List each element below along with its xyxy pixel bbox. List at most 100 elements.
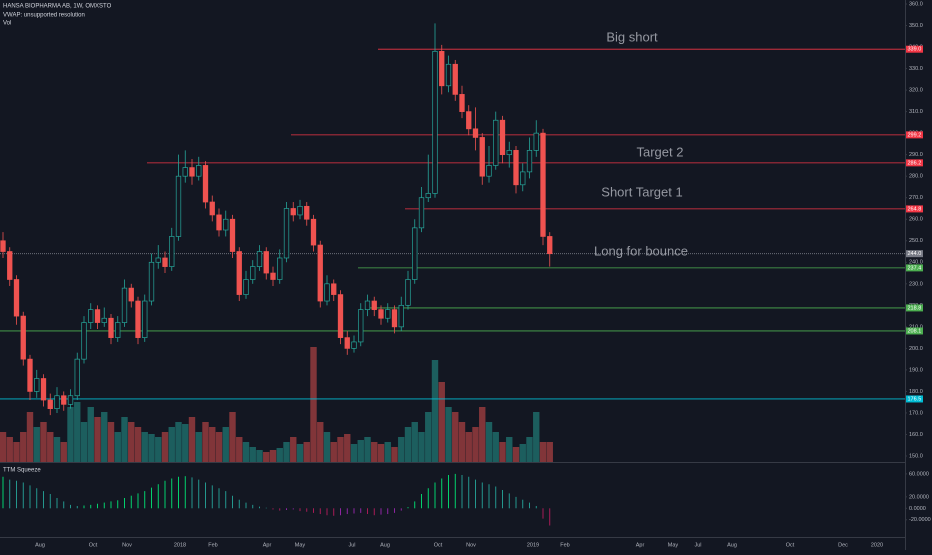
volume-bar (6, 437, 13, 462)
candle-body (236, 251, 242, 295)
volume-bar (209, 427, 216, 462)
volume-bar (263, 452, 270, 462)
level-tag (906, 304, 923, 312)
level-tag (906, 159, 923, 167)
volume-bar (492, 432, 499, 462)
volume-bar (26, 412, 34, 462)
volume-bar (114, 432, 121, 462)
volume-bar (465, 432, 472, 462)
volume-bar (128, 422, 135, 462)
candle-body (459, 94, 465, 112)
volume-bar (74, 402, 81, 462)
candle-body (398, 304, 404, 328)
volume-bar (526, 437, 533, 462)
candle-body (40, 378, 47, 401)
volume-bar (330, 442, 337, 462)
indicator-label: TTM Squeeze (3, 468, 41, 474)
volume-bar (546, 442, 553, 462)
volume-bar (377, 444, 385, 462)
candle-body (196, 165, 202, 177)
level-tag (906, 395, 923, 403)
volume-bar (249, 447, 256, 462)
candle-body (452, 63, 458, 95)
y-tick-label: 360.0 (909, 1, 923, 7)
volume-bar (485, 422, 493, 462)
x-tick-label: Feb (208, 542, 217, 548)
volume-bar (20, 432, 27, 462)
candle-body (439, 51, 445, 87)
volume-bar (512, 447, 520, 462)
candle-body (27, 358, 33, 392)
sq-tick-label: 60.0000 (909, 471, 929, 477)
volume-bar (47, 432, 54, 462)
y-tick-label: 290.0 (909, 152, 923, 158)
volume-bar (296, 444, 304, 462)
candle-body (54, 395, 60, 409)
candle-body (540, 132, 546, 237)
volume-bar (236, 437, 243, 462)
volume-bar (438, 382, 445, 462)
level-tag-label: 208.1 (908, 328, 922, 334)
candle-body (385, 309, 391, 319)
volume-bar (283, 442, 290, 462)
candle-body (94, 309, 101, 323)
volume-bar (134, 427, 142, 462)
volume-bar (101, 412, 108, 462)
candle-body (270, 272, 276, 280)
candle-body (142, 300, 148, 338)
candle-body (297, 205, 303, 216)
x-tick-label: Aug (380, 542, 390, 548)
candle-body (182, 167, 188, 177)
y-tick-label: 160.0 (909, 432, 923, 438)
volume-bar (276, 448, 283, 462)
volume-bar (371, 442, 378, 462)
candle-body (0, 240, 6, 252)
x-tick-label: Oct (89, 542, 98, 548)
x-tick-label: May (668, 542, 679, 548)
x-tick-label: Jul (348, 542, 355, 548)
volume-bar (94, 417, 101, 462)
candle-body (358, 309, 364, 343)
volume-bar (202, 422, 209, 462)
candle-body (479, 137, 485, 177)
volume-bar (175, 422, 182, 462)
y-tick-label: 200.0 (909, 346, 923, 352)
level-tag (906, 250, 923, 258)
level-tag-label: 264.8 (908, 206, 922, 212)
candle-body (216, 214, 222, 231)
candle-body (304, 205, 310, 220)
candle-body (135, 300, 141, 338)
volume-bar (539, 442, 547, 462)
candle-body (493, 119, 499, 166)
sq-tick-label: -20.0000 (909, 517, 931, 523)
candle-body (317, 244, 323, 302)
candle-body (169, 236, 175, 267)
level-tag (906, 327, 923, 335)
volume-bar (215, 432, 223, 462)
x-tick-label: Aug (35, 542, 45, 548)
volume-bar (391, 447, 398, 462)
level-tag-label: 176.5 (908, 396, 922, 402)
volume-bar (222, 427, 229, 462)
volume-bar (506, 437, 513, 462)
candle-body (256, 251, 263, 267)
candle-body (250, 266, 256, 280)
annotation: Big short (606, 29, 658, 44)
candle-body (472, 128, 479, 138)
volume-bar (53, 437, 61, 462)
y-tick-label: 320.0 (909, 88, 923, 94)
candle-body (445, 63, 452, 87)
volume-bar (67, 407, 74, 462)
volume-bar (229, 412, 236, 462)
level-tag (906, 264, 923, 272)
volume-bar (337, 437, 344, 462)
candle-body (128, 287, 134, 302)
volume-bar (452, 412, 459, 462)
annotation: Long for bounce (594, 243, 688, 258)
candle-body (13, 279, 20, 317)
volume-bar (458, 422, 466, 462)
candle-body (74, 358, 80, 397)
candle-body (513, 150, 519, 186)
